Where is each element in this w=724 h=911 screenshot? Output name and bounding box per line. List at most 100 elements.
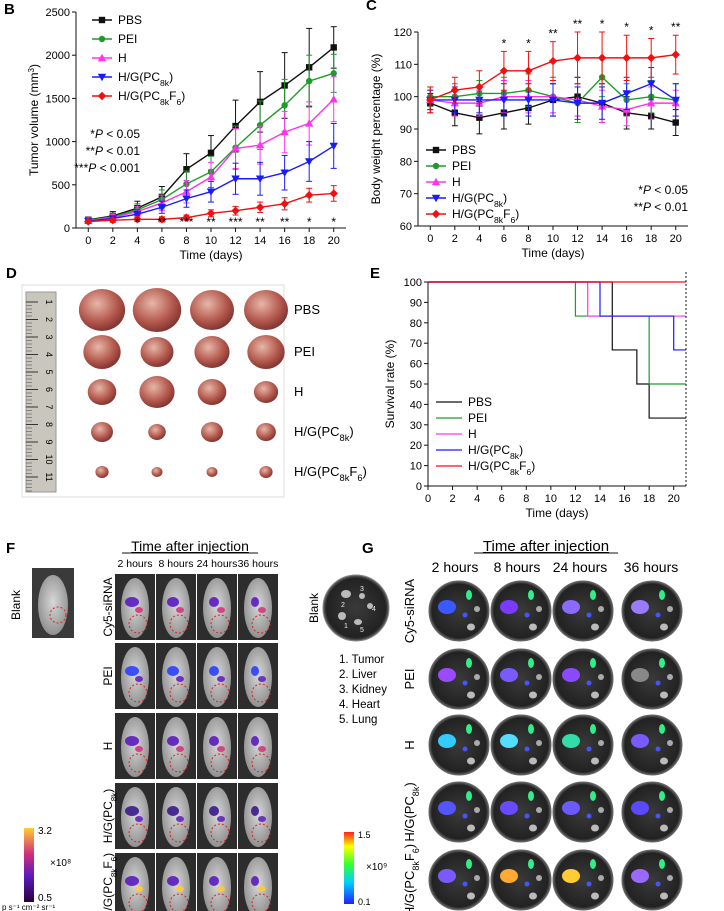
tumor bbox=[91, 422, 113, 442]
x-tick-label: 20 bbox=[668, 493, 680, 505]
data-point bbox=[157, 204, 167, 212]
data-point bbox=[231, 206, 240, 215]
y-tick-label: 60 bbox=[410, 359, 422, 371]
time-header: 24 hours bbox=[197, 558, 238, 570]
x-tick-label: 8 bbox=[523, 493, 529, 505]
data-point bbox=[330, 44, 337, 51]
panel-label-b: B bbox=[4, 1, 15, 18]
organ-dish-image bbox=[428, 580, 490, 642]
panel-f-scale-min: 0.5 bbox=[38, 893, 52, 904]
ruler-number: 4 bbox=[44, 352, 54, 357]
panel-f-title: Time after injection bbox=[131, 538, 249, 554]
x-tick-label: 4 bbox=[476, 233, 482, 245]
data-point bbox=[622, 90, 631, 98]
tumor bbox=[87, 379, 117, 405]
mouse-image bbox=[115, 783, 155, 849]
data-point bbox=[280, 199, 289, 209]
x-tick-label: 4 bbox=[474, 493, 480, 505]
data-point bbox=[255, 175, 265, 183]
tumor-volume-chart: 0 2 4 6 8 10 12 14 16 18 20 0 500 1000 1500 2000 2500 Tim… bbox=[27, 7, 346, 262]
data-point bbox=[133, 215, 142, 224]
data-point bbox=[255, 203, 265, 212]
panel-g-colorbar bbox=[344, 832, 354, 904]
tumor bbox=[132, 288, 182, 332]
legend-marker bbox=[432, 146, 440, 154]
x-tick-label: 12 bbox=[229, 235, 241, 247]
organ-dish-image bbox=[621, 648, 683, 710]
y-tick-label: 1500 bbox=[46, 93, 70, 105]
time-header: 36 hours bbox=[238, 558, 279, 570]
significance-mark: * bbox=[502, 36, 507, 50]
organ-dish-image bbox=[428, 714, 490, 776]
x-axis-title: Time (days) bbox=[180, 248, 243, 262]
time-header: 2 hours bbox=[432, 559, 479, 575]
blank-tumor-circle bbox=[49, 606, 67, 624]
ruler-number: 1 bbox=[44, 299, 54, 304]
data-point bbox=[646, 98, 656, 107]
mouse-image bbox=[156, 643, 196, 709]
y-tick-label: 0 bbox=[416, 481, 422, 493]
mouse-image bbox=[197, 574, 237, 640]
y-axis-title: Tumor volume (mm3) bbox=[27, 64, 42, 176]
mouse-image bbox=[115, 853, 155, 911]
organ-dish-image bbox=[621, 714, 683, 776]
y-tick-label: 30 bbox=[410, 420, 422, 432]
tumor bbox=[244, 290, 288, 330]
panel-label-g: G bbox=[362, 540, 374, 557]
tumor-group-label: H/G(PC8k) bbox=[294, 424, 354, 443]
significance-mark: ** bbox=[157, 215, 167, 229]
stats-legend: **P < 0.01 bbox=[634, 200, 689, 214]
row-label: Cy5-siRNA bbox=[101, 577, 115, 636]
stats-legend: *P < 0.05 bbox=[90, 127, 140, 141]
y-tick-label: 70 bbox=[400, 189, 412, 201]
data-point bbox=[548, 96, 558, 105]
significance-mark: * bbox=[331, 215, 336, 229]
organ-dish-image bbox=[490, 849, 552, 911]
mouse-image bbox=[115, 574, 155, 640]
significance-mark: *** bbox=[179, 215, 193, 229]
svg-text:2: 2 bbox=[341, 602, 345, 609]
tumor-group-label: PBS bbox=[294, 302, 320, 317]
significance-mark: * bbox=[649, 23, 654, 37]
x-tick-label: 6 bbox=[159, 235, 165, 247]
y-tick-label: 60 bbox=[400, 221, 412, 233]
data-point bbox=[499, 96, 509, 105]
x-tick-label: 20 bbox=[328, 235, 340, 247]
series-h-g-pc8kf6- bbox=[84, 185, 338, 226]
legend-label: PBS bbox=[452, 143, 476, 157]
legend-label: H/G(PC8kF6) bbox=[118, 89, 185, 107]
y-tick-label: 120 bbox=[394, 27, 412, 39]
x-tick-label: 0 bbox=[425, 493, 431, 505]
y-axis-title: Survival rate (%) bbox=[383, 340, 397, 429]
x-tick-label: 16 bbox=[279, 235, 291, 247]
row-label: H bbox=[101, 742, 115, 751]
x-tick-label: 2 bbox=[450, 493, 456, 505]
data-point bbox=[305, 77, 313, 85]
y-tick-label: 80 bbox=[410, 318, 422, 330]
x-tick-label: 10 bbox=[205, 235, 217, 247]
data-point bbox=[426, 95, 435, 105]
survival-line-pei bbox=[428, 281, 686, 385]
tumor bbox=[139, 376, 175, 408]
blank-mouse bbox=[38, 575, 68, 635]
panel-g-scale-mid: ×10⁹ bbox=[366, 862, 387, 873]
time-header: 2 hours bbox=[117, 558, 152, 570]
tumor-photo-panel: 1 2 3 4 5 6 7 8 9 10 11 PBS PEI H H/G(PC8k) H/G(PC8kF6… bbox=[21, 284, 367, 498]
x-tick-label: 0 bbox=[427, 233, 433, 245]
organ-dish-image bbox=[490, 648, 552, 710]
row-label: H/G(PC8k) bbox=[402, 782, 421, 841]
tumor bbox=[206, 467, 218, 477]
legend-label: H/G(PC8kF6) bbox=[452, 207, 519, 225]
survival-line-pbs bbox=[428, 281, 686, 419]
data-point bbox=[499, 66, 509, 75]
x-tick-label: 16 bbox=[621, 233, 633, 245]
svg-text:4: 4 bbox=[372, 606, 376, 613]
ruler-number: 2 bbox=[44, 317, 54, 322]
data-point bbox=[671, 96, 680, 105]
mouse-image bbox=[197, 853, 237, 911]
data-point bbox=[573, 53, 582, 63]
ruler-number: 11 bbox=[44, 472, 54, 481]
legend-marker bbox=[431, 209, 441, 219]
legend-marker bbox=[98, 16, 106, 24]
y-tick-label: 40 bbox=[410, 399, 422, 411]
